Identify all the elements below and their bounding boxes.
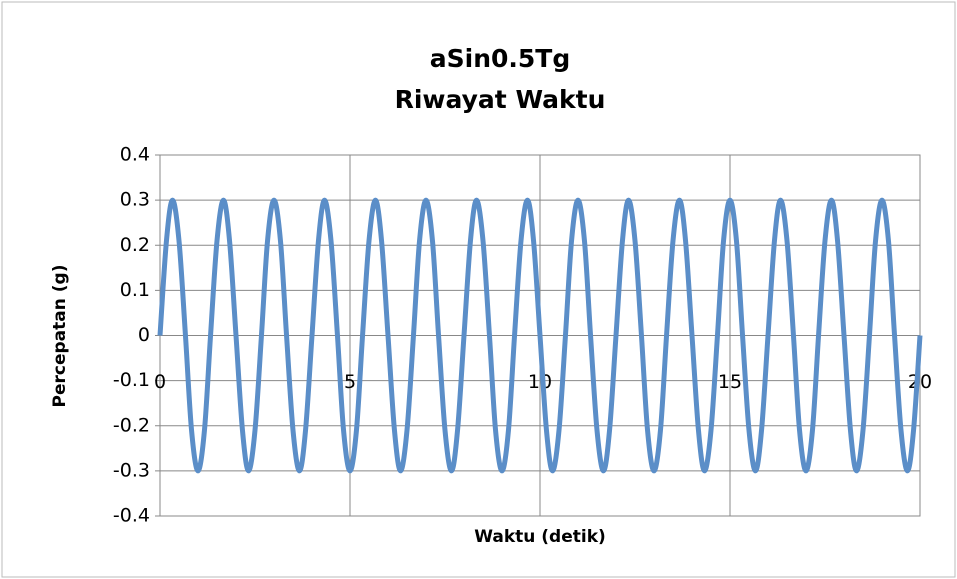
y-tick-label: -0.1 [113, 369, 150, 391]
chart-subtitle: Riwayat Waktu [395, 85, 606, 114]
page: {"chart_data": {"type": "line", "title":… [0, 0, 957, 579]
y-axis-title: Percepatan (g) [50, 265, 70, 408]
x-tick-label: 5 [344, 371, 356, 393]
y-tick-label: 0.2 [120, 234, 150, 256]
y-tick-label: 0.4 [120, 144, 150, 166]
y-tick-label: 0 [138, 324, 150, 346]
y-tick-label: -0.2 [113, 414, 150, 436]
y-tick-label: -0.3 [113, 459, 150, 481]
y-tick-label: 0.1 [120, 279, 150, 301]
x-tick-label: 0 [154, 371, 166, 393]
x-tick-label: 15 [718, 371, 742, 393]
y-tick-label: 0.3 [120, 189, 150, 211]
chart-title: aSin0.5Tg [430, 44, 570, 73]
chart: aSin0.5Tg Riwayat Waktu Waktu (detik) Pe… [0, 0, 957, 579]
y-tick-label: -0.4 [113, 505, 150, 527]
x-axis-title: Waktu (detik) [474, 527, 606, 547]
